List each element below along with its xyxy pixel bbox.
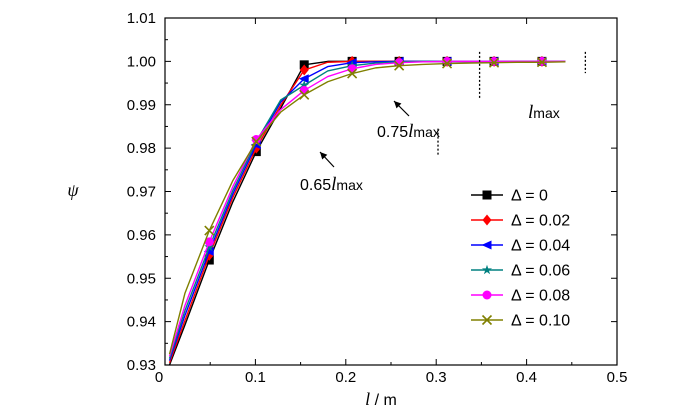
series-line bbox=[168, 60, 566, 365]
arrow-head bbox=[320, 152, 328, 160]
y-tick-label: 0.94 bbox=[127, 314, 156, 331]
series-group bbox=[168, 57, 566, 355]
y-tick-label: 1.01 bbox=[127, 10, 156, 27]
data-point bbox=[299, 64, 309, 76]
legend-item: Δ = 0.08 bbox=[471, 288, 570, 305]
data-point bbox=[441, 58, 453, 69]
legend-item: Δ = 0.02 bbox=[471, 213, 570, 230]
series-layer bbox=[168, 55, 566, 365]
legend-marker bbox=[482, 290, 492, 300]
arrow-head bbox=[394, 101, 402, 109]
data-point bbox=[536, 57, 548, 68]
legend-marker bbox=[481, 314, 493, 326]
legend-label: Δ = 0.02 bbox=[511, 213, 570, 230]
legend-label: Δ = 0 bbox=[511, 188, 548, 205]
x-tick-label: 0.3 bbox=[426, 369, 447, 386]
data-point bbox=[489, 56, 499, 66]
x-tick-label: 0.5 bbox=[607, 369, 628, 386]
data-point bbox=[347, 64, 357, 74]
y-tick-label: 0.93 bbox=[127, 357, 156, 374]
data-point bbox=[299, 79, 310, 90]
series-line bbox=[168, 61, 566, 355]
legend-item: Δ = 0.10 bbox=[471, 313, 570, 330]
y-tick-label: 0.95 bbox=[127, 270, 156, 287]
data-point bbox=[204, 237, 214, 247]
legend-item: Δ = 0.06 bbox=[471, 263, 570, 280]
annotation-label-065: 0.65lmax bbox=[300, 174, 363, 195]
data-point bbox=[204, 241, 215, 252]
series-group bbox=[168, 55, 566, 364]
legend-label: Δ = 0.08 bbox=[511, 288, 570, 305]
annotation-arrow-065 bbox=[319, 151, 335, 168]
data-point bbox=[204, 225, 215, 236]
y-tick-label: 0.96 bbox=[127, 227, 156, 244]
y-tick-label: 1.00 bbox=[127, 53, 156, 70]
legend-label: Δ = 0.10 bbox=[511, 313, 570, 330]
legend-marker bbox=[481, 240, 492, 250]
y-tick-label: 0.98 bbox=[127, 140, 156, 157]
legend: Δ = 0 Δ = 0.02 Δ = 0.04 Δ = 0.06 Δ = 0.08 Δ =… bbox=[471, 188, 570, 330]
legend-marker bbox=[482, 214, 492, 226]
legend-item: Δ = 0.04 bbox=[471, 238, 570, 255]
annotation-label-max: lmax bbox=[528, 102, 560, 123]
series-group bbox=[168, 56, 566, 365]
data-point bbox=[394, 60, 405, 71]
axes-layer: 0 0.1 0.2 0.3 0.4 0.5 0.93 0.94 0.95 0.96 0.97 0.98… bbox=[67, 10, 627, 409]
legend-marker bbox=[482, 190, 492, 200]
legend-label: Δ = 0.04 bbox=[511, 238, 570, 255]
x-tick-label: 0.1 bbox=[245, 369, 266, 386]
legend-item: Δ = 0 bbox=[471, 188, 548, 205]
data-point bbox=[251, 134, 261, 144]
y-tick-label: 0.97 bbox=[127, 184, 156, 201]
data-point bbox=[488, 57, 500, 68]
data-point bbox=[251, 136, 262, 147]
y-tick-label: 0.99 bbox=[127, 97, 156, 114]
series-group bbox=[168, 56, 566, 357]
legend-marker bbox=[481, 264, 493, 275]
x-axis-title: l / m bbox=[365, 389, 397, 409]
x-tick-label: 0 bbox=[155, 369, 163, 386]
legend-label: Δ = 0.06 bbox=[511, 263, 570, 280]
y-axis-title: ψ bbox=[67, 180, 79, 200]
data-point bbox=[299, 89, 310, 100]
data-point bbox=[347, 68, 358, 79]
x-tick-label: 0.4 bbox=[516, 369, 537, 386]
annotation-arrow-075 bbox=[393, 100, 410, 117]
annotation-layer: 0.65lmax 0.75lmax lmax bbox=[300, 51, 587, 195]
data-point bbox=[298, 74, 309, 84]
x-tick-label: 0.2 bbox=[335, 369, 356, 386]
annotation-label-075: 0.75lmax bbox=[377, 121, 440, 142]
